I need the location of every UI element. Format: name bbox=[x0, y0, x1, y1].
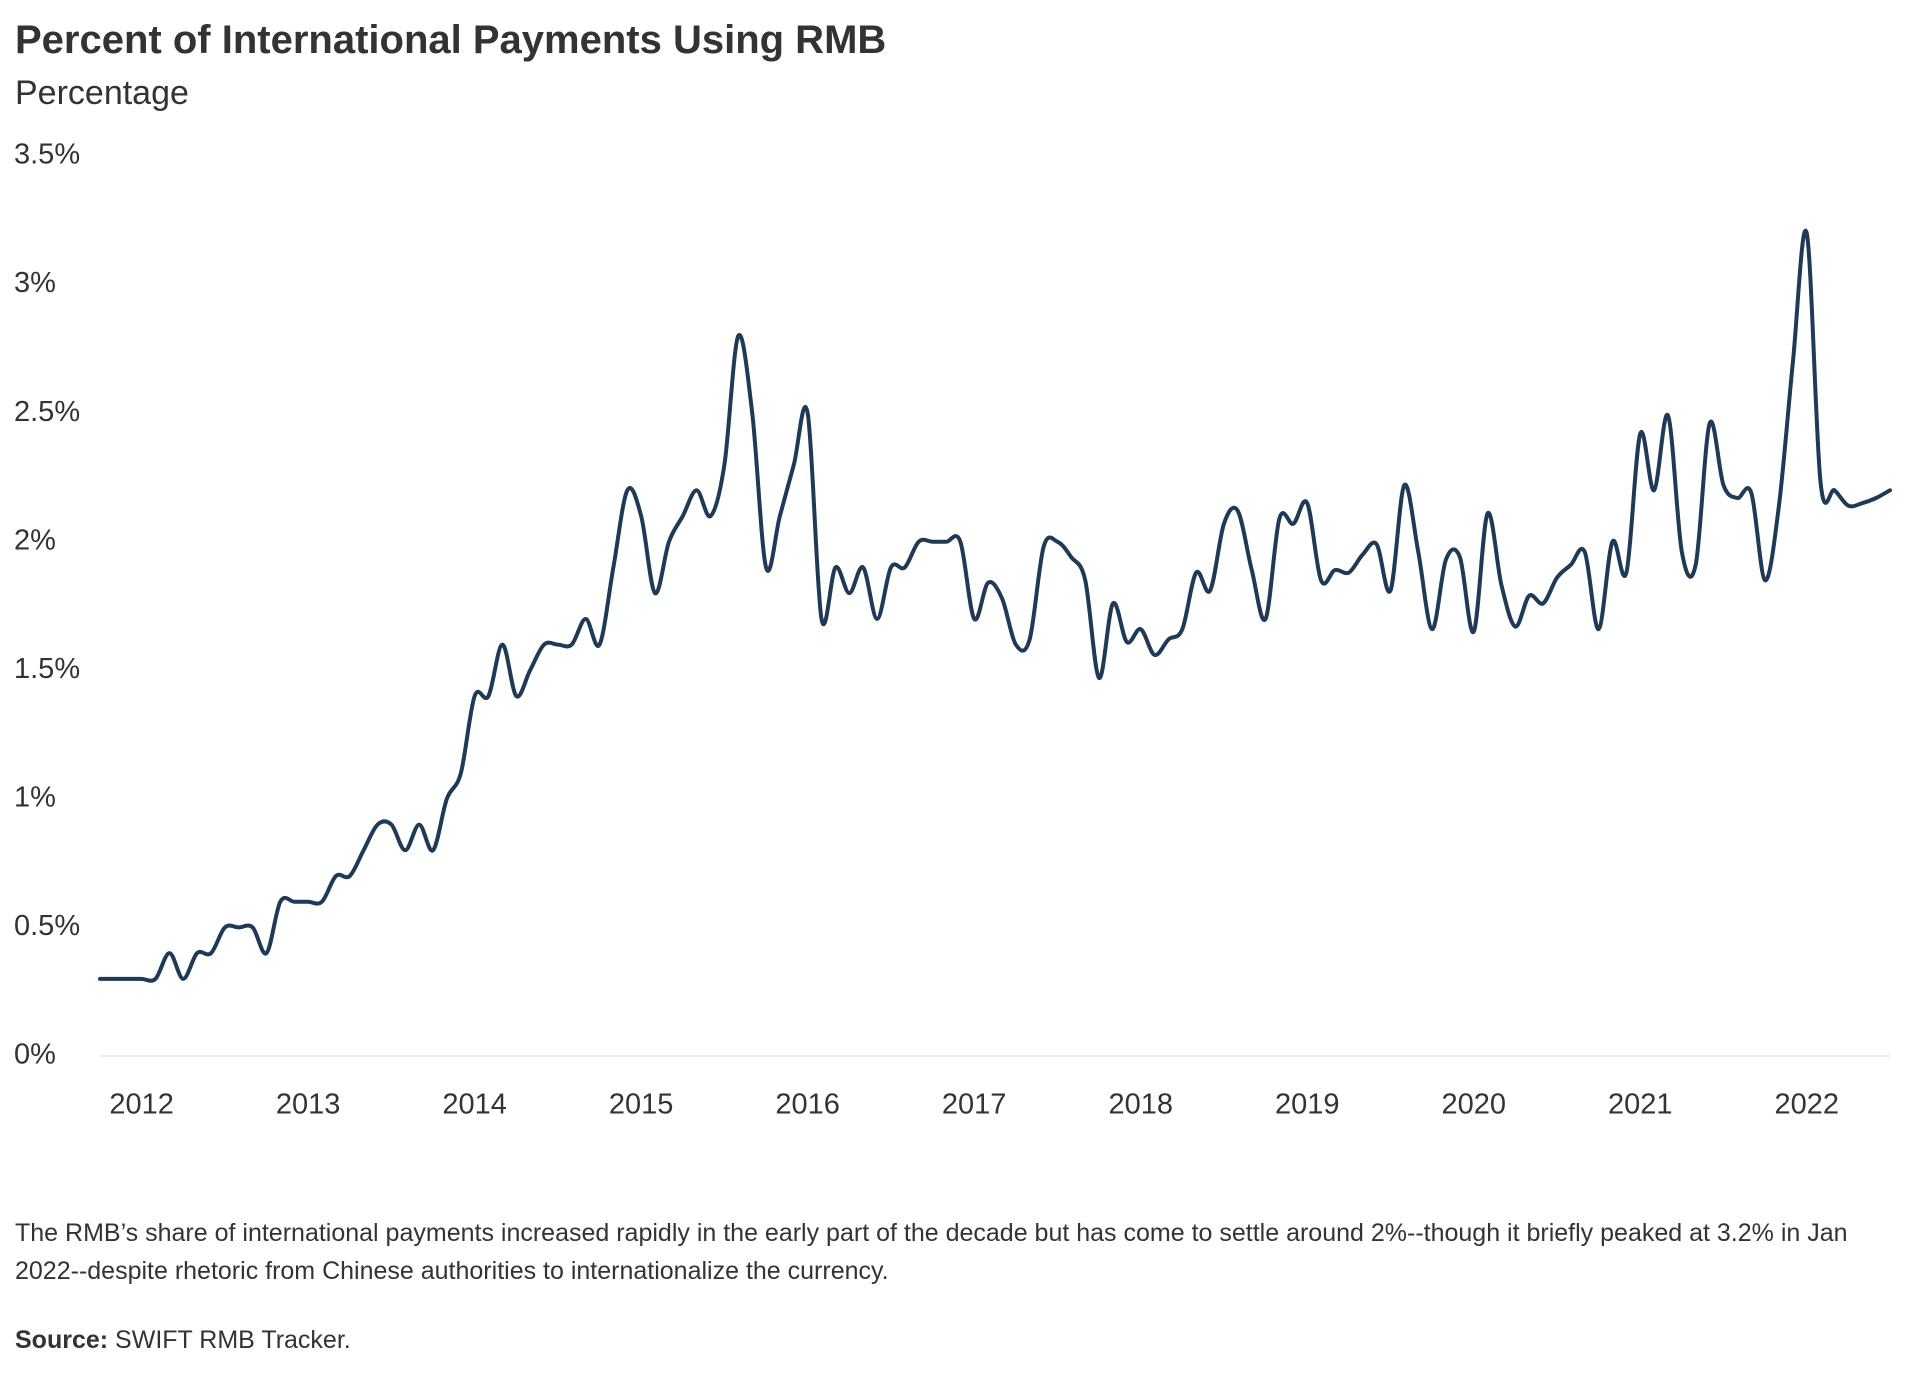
y-tick-label: 1.5% bbox=[14, 653, 80, 685]
chart-title: Percent of International Payments Using … bbox=[15, 18, 887, 62]
chart-note: The RMB’s share of international payment… bbox=[15, 1219, 1848, 1285]
x-tick-label: 2022 bbox=[1774, 1089, 1839, 1121]
y-tick-label: 0% bbox=[14, 1039, 56, 1071]
x-tick-label: 2019 bbox=[1275, 1089, 1340, 1121]
y-tick-label: 1% bbox=[14, 782, 56, 814]
x-tick-label: 2013 bbox=[276, 1089, 341, 1121]
chart-subtitle: Percentage bbox=[15, 74, 189, 112]
data-line bbox=[98, 228, 1892, 983]
y-tick-label: 3% bbox=[14, 267, 56, 299]
y-tick-label: 3.5% bbox=[14, 139, 80, 171]
x-tick-label: 2012 bbox=[109, 1089, 174, 1121]
x-tick-label: 2020 bbox=[1441, 1089, 1506, 1121]
source-label: Source: bbox=[15, 1326, 109, 1354]
y-tick-label: 2.5% bbox=[14, 396, 80, 428]
y-tick-label: 0.5% bbox=[14, 910, 80, 942]
y-tick-label: 2% bbox=[14, 524, 56, 556]
source-text: SWIFT RMB Tracker. bbox=[115, 1326, 351, 1354]
x-tick-label: 2016 bbox=[775, 1089, 840, 1121]
chart: 0% 0.5% 1% 1.5% 2% 2.5% 3% 3.5% 2012 2013 2014 2015… bbox=[14, 139, 1892, 1121]
x-tick-label: 2015 bbox=[609, 1089, 674, 1121]
x-tick-label: 2017 bbox=[942, 1089, 1007, 1121]
x-tick-label: 2021 bbox=[1608, 1089, 1673, 1121]
x-tick-label: 2014 bbox=[442, 1089, 507, 1121]
x-tick-label: 2018 bbox=[1108, 1089, 1173, 1121]
source: Source: SWIFT RMB Tracker. bbox=[15, 1326, 351, 1355]
